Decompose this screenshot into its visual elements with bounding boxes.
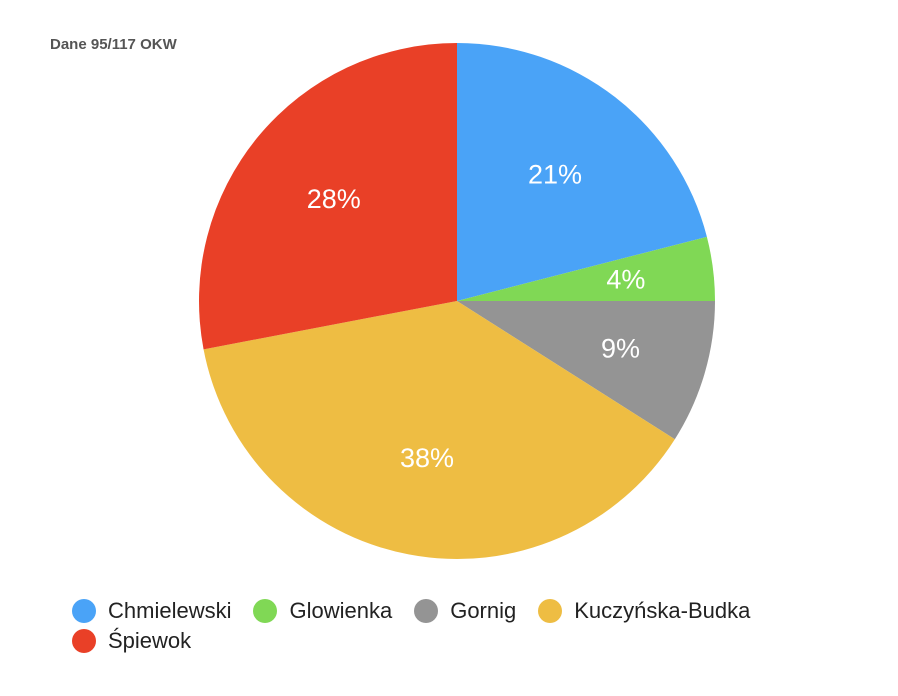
legend-item-spiewok[interactable]: Śpiewok: [72, 628, 191, 654]
pie-slice-spiewok[interactable]: [199, 43, 457, 350]
legend-item-chmielewski[interactable]: Chmielewski: [72, 598, 231, 624]
legend-label-kuczynska-budka: Kuczyńska-Budka: [574, 598, 751, 623]
legend-label-spiewok: Śpiewok: [108, 628, 192, 653]
pie-slice-label-glowienka: 4%: [606, 265, 645, 295]
pie-slices: [199, 43, 715, 559]
legend-label-glowienka: Glowienka: [289, 598, 393, 623]
pie-slice-label-kuczynska-budka: 38%: [400, 443, 454, 473]
legend-label-chmielewski: Chmielewski: [108, 598, 232, 623]
pie-slice-kuczynska-budka[interactable]: [203, 301, 675, 559]
pie-slice-labels: 21% 4% 9% 38% 28%: [307, 160, 646, 474]
legend-label-gornig: Gornig: [450, 598, 517, 623]
pie-slice-label-gornig: 9%: [601, 334, 640, 364]
pie-slice-label-chmielewski: 21%: [528, 160, 582, 190]
legend-item-kuczynska-budka[interactable]: Kuczyńska-Budka: [538, 598, 750, 624]
legend-swatch-glowienka: [253, 599, 278, 623]
pie-chart: 21% 4% 9% 38% 28%: [199, 43, 715, 559]
legend-row: Śpiewok: [72, 626, 872, 656]
legend-swatch-spiewok: [72, 629, 96, 653]
chart-title: Dane 95/117 OKW: [50, 36, 177, 53]
legend: Chmielewski Glowienka Gornig Kuczyńska-B…: [72, 596, 872, 656]
pie-slice-label-spiewok: 28%: [307, 184, 361, 214]
legend-swatch-kuczynska-budka: [538, 599, 563, 623]
legend-row: Chmielewski Glowienka Gornig Kuczyńska-B…: [72, 596, 872, 626]
legend-swatch-gornig: [414, 599, 439, 623]
pie-slice-glowienka[interactable]: [457, 236, 715, 301]
legend-item-gornig[interactable]: Gornig: [414, 598, 516, 624]
legend-item-glowienka[interactable]: Glowienka: [253, 598, 392, 624]
pie-slice-chmielewski[interactable]: [457, 43, 707, 301]
legend-swatch-chmielewski: [72, 599, 96, 623]
pie-slice-gornig[interactable]: [457, 301, 715, 440]
